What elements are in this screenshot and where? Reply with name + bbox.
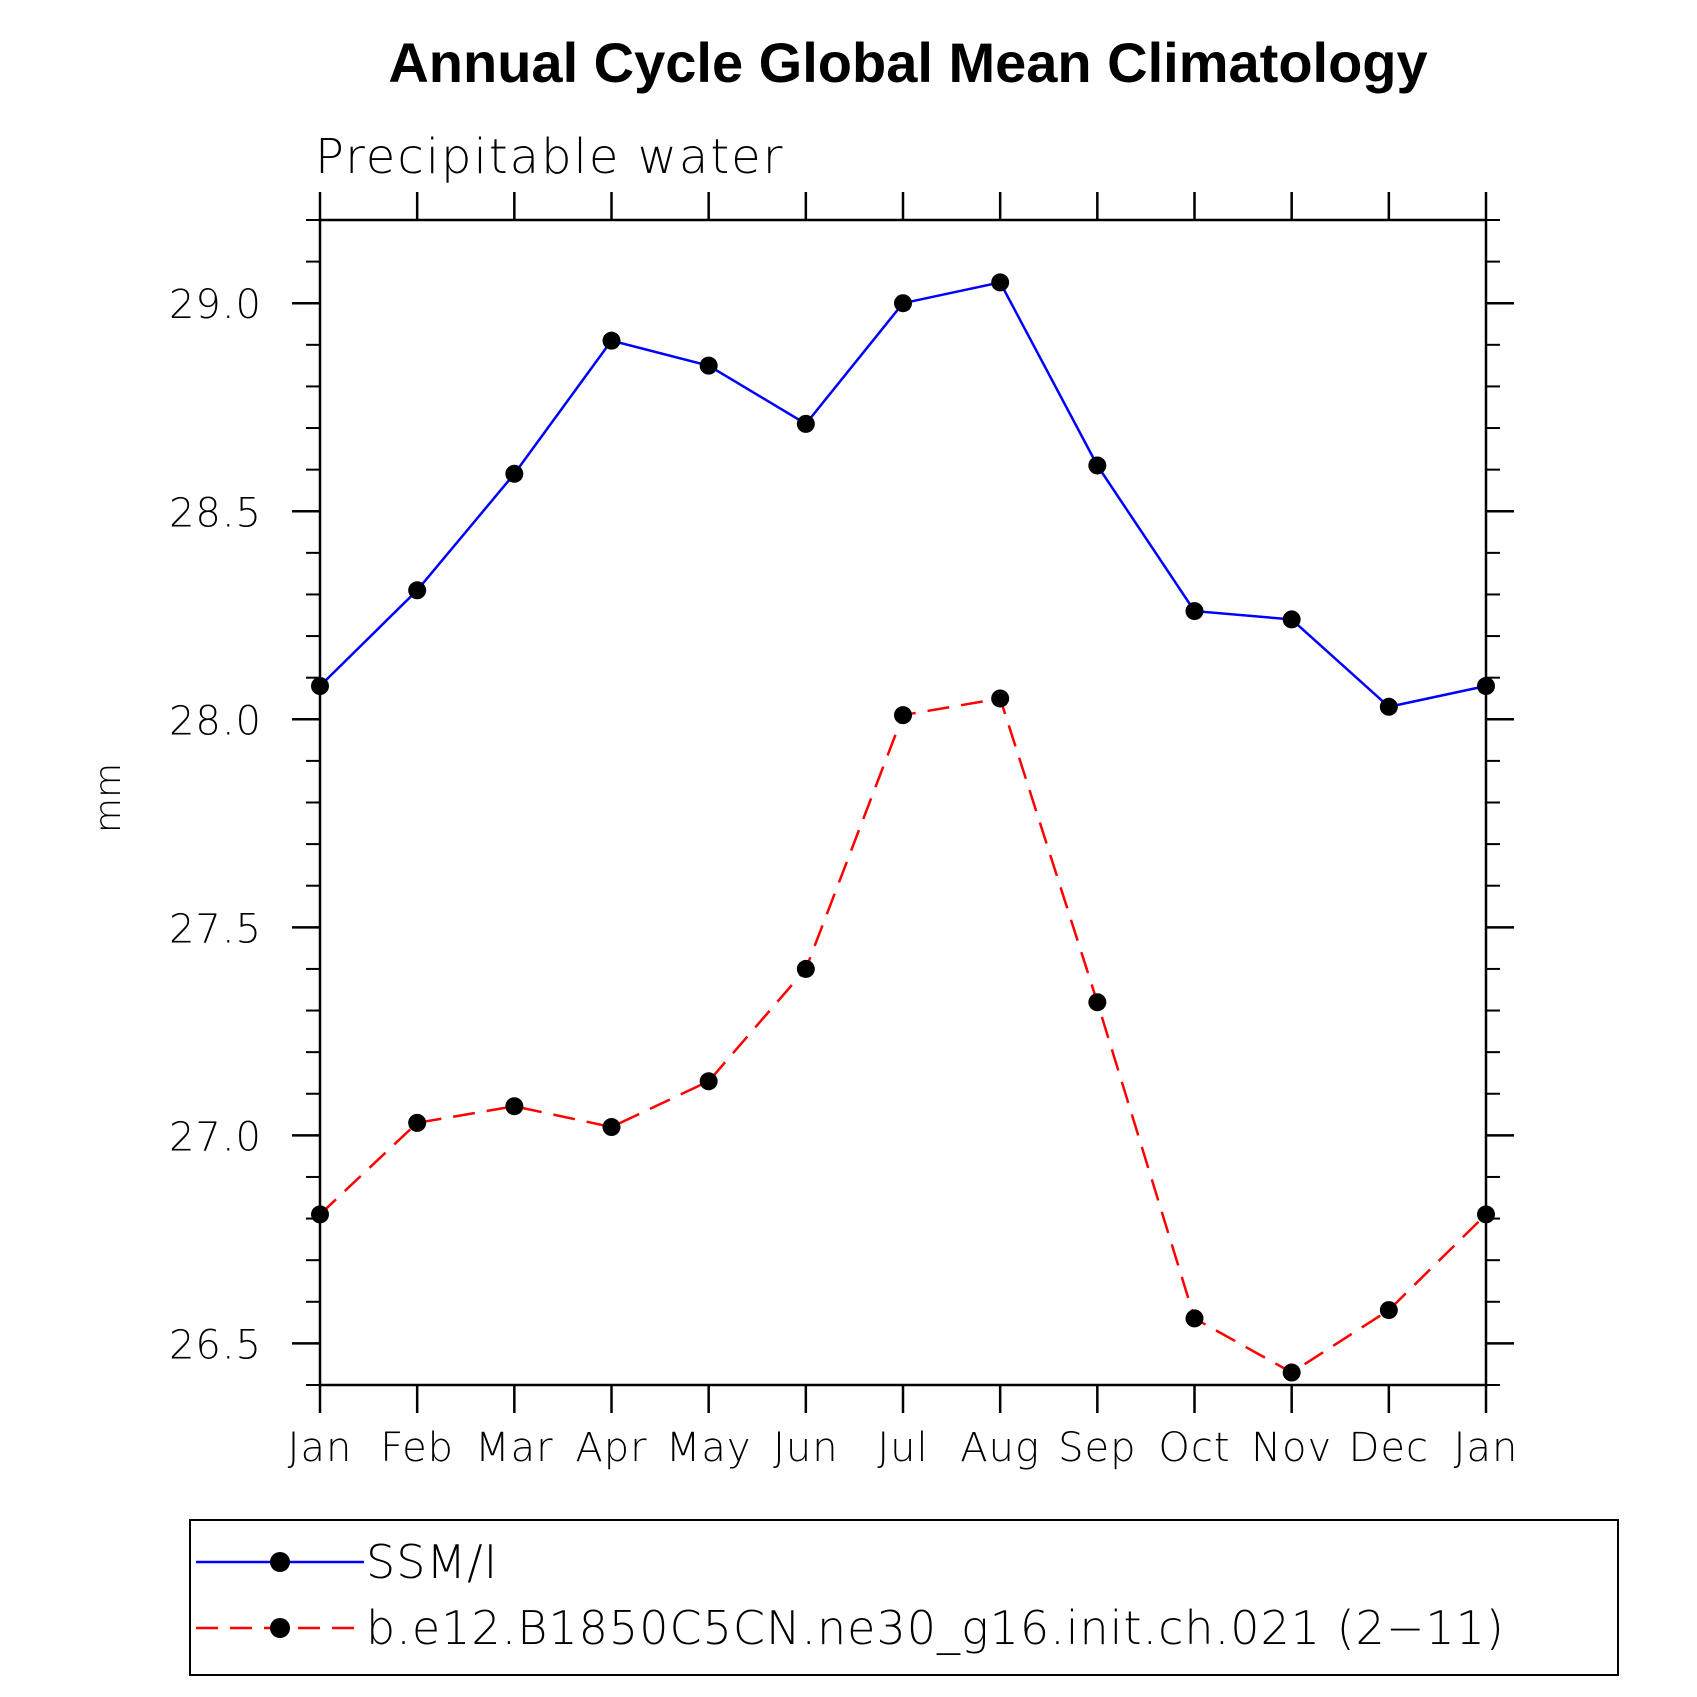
y-tick-label: 27.5 bbox=[169, 906, 262, 952]
legend-label-2: b.e12.B1850C5CN.ne30_g16.init.ch.021 (2−… bbox=[366, 1601, 1505, 1655]
x-tick-label: Jun bbox=[773, 1425, 839, 1471]
data-point bbox=[311, 677, 329, 695]
data-point bbox=[1282, 1363, 1301, 1382]
x-tick-label: Feb bbox=[380, 1425, 454, 1471]
y-tick-label: 26.5 bbox=[169, 1322, 262, 1368]
x-tick-label: Nov bbox=[1251, 1425, 1332, 1471]
x-tick-label: Aug bbox=[960, 1425, 1040, 1471]
chart-subtitle: Precipitable water bbox=[315, 129, 784, 185]
legend-label-1: SSM/I bbox=[366, 1535, 498, 1589]
data-point bbox=[796, 414, 815, 433]
series-line-1 bbox=[319, 280, 1487, 709]
data-point bbox=[1185, 602, 1204, 621]
series-layer bbox=[311, 273, 1495, 1382]
legend-box bbox=[189, 1519, 1619, 1676]
x-tick-label: May bbox=[666, 1425, 752, 1471]
data-point bbox=[1088, 993, 1107, 1012]
chart-title: Annual Cycle Global Mean Climatology bbox=[388, 31, 1427, 94]
data-point bbox=[1379, 697, 1398, 716]
x-tick-label: Jan bbox=[288, 1425, 353, 1471]
data-point bbox=[1088, 456, 1107, 475]
data-point bbox=[602, 331, 621, 350]
x-tick-label: Mar bbox=[475, 1425, 553, 1471]
data-point bbox=[894, 706, 912, 725]
data-point bbox=[602, 1118, 621, 1137]
y-tick-label: 29.0 bbox=[169, 282, 262, 328]
data-point bbox=[1477, 677, 1495, 695]
x-tick-label: Apr bbox=[575, 1425, 647, 1471]
data-point bbox=[408, 1113, 427, 1132]
x-tick-label: Jul bbox=[877, 1425, 928, 1471]
legend: SSM/I b.e12.B1850C5CN.ne30_g16.init.ch.02… bbox=[189, 1519, 1619, 1676]
legend-marker bbox=[270, 1618, 290, 1638]
data-point bbox=[505, 464, 524, 483]
x-tick-label: Dec bbox=[1349, 1425, 1429, 1471]
data-point bbox=[505, 1097, 524, 1116]
data-point bbox=[408, 581, 427, 600]
legend-marker bbox=[270, 1552, 290, 1572]
plot-frame bbox=[318, 218, 1488, 1387]
y-tick-label: 28.5 bbox=[169, 490, 262, 536]
data-point bbox=[991, 273, 1010, 292]
x-tick-label: Sep bbox=[1058, 1425, 1136, 1471]
y-tick-label: 27.0 bbox=[169, 1114, 262, 1160]
data-point bbox=[699, 356, 718, 375]
data-point bbox=[699, 1072, 718, 1091]
data-point bbox=[311, 1205, 329, 1224]
data-point bbox=[796, 959, 815, 978]
series-line-2 bbox=[319, 697, 1487, 1374]
y-tick-label: 28.0 bbox=[169, 698, 262, 744]
data-point bbox=[1379, 1301, 1398, 1320]
data-point bbox=[991, 689, 1010, 708]
x-tick-label: Oct bbox=[1158, 1425, 1230, 1471]
data-point bbox=[894, 294, 912, 313]
data-point bbox=[1185, 1309, 1204, 1328]
data-point bbox=[1477, 1205, 1495, 1224]
y-axis-label: mm bbox=[88, 763, 129, 833]
data-point bbox=[1282, 610, 1301, 629]
axis-ticks: Jan Feb Mar Apr May Jun Jul Aug Sep Oct Nov Dec Jan 2… bbox=[169, 192, 1519, 1471]
x-tick-label: Jan bbox=[1454, 1425, 1519, 1471]
